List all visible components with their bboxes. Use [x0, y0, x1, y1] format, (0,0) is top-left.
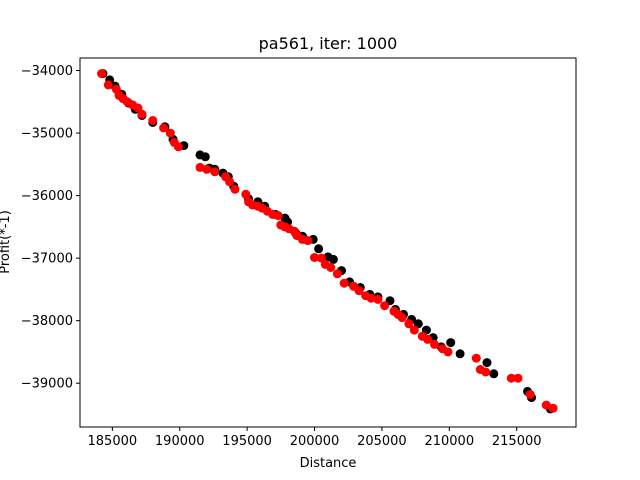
data-point-series-1-15: [202, 164, 212, 174]
y-tick-label: −39000: [21, 377, 73, 392]
y-tick-label: −34000: [21, 64, 73, 79]
x-tick-label: 210000: [424, 434, 474, 449]
data-point-series-0-12: [200, 152, 210, 162]
x-tick-label: 215000: [492, 434, 542, 449]
y-axis-label: Profit(*-1): [0, 210, 13, 274]
data-point-series-1-64: [548, 403, 558, 413]
data-point-series-1-51: [409, 325, 419, 335]
data-point-series-1-59: [481, 367, 491, 377]
data-point-series-0-46: [489, 369, 499, 379]
data-point-series-1-0: [97, 69, 107, 79]
data-point-series-1-27: [273, 211, 283, 221]
data-point-series-1-49: [397, 313, 407, 323]
data-point-series-1-46: [380, 301, 390, 311]
x-tick-label: 185000: [88, 434, 138, 449]
data-point-series-1-13: [173, 142, 183, 152]
data-point-series-1-9: [148, 116, 158, 125]
data-point-series-1-10: [159, 123, 169, 133]
data-point-series-1-8: [137, 109, 147, 119]
data-point-series-1-44: [366, 293, 376, 303]
data-point-series-1-53: [423, 334, 433, 344]
data-point-series-1-20: [241, 189, 251, 199]
data-point-series-0-27: [314, 244, 324, 254]
data-point-series-1-18: [225, 177, 235, 187]
x-tick-label: 200000: [290, 434, 340, 449]
data-point-series-1-42: [354, 286, 364, 296]
x-tick-label: 195000: [222, 434, 272, 449]
data-point-series-0-44: [455, 349, 465, 359]
y-axis-ticks: −34000 −35000 −36000 −37000 −38000 −39000: [21, 64, 80, 392]
x-axis-label: Distance: [300, 456, 357, 471]
data-point-series-1-19: [230, 184, 240, 194]
data-point-series-1-61: [513, 373, 523, 383]
y-tick-label: −36000: [21, 189, 73, 204]
data-point-series-1-40: [339, 278, 349, 288]
data-point-series-0-45: [482, 358, 492, 368]
points-layer: [97, 69, 558, 414]
data-point-series-1-60: [506, 373, 516, 383]
data-point-series-1-45: [373, 294, 383, 304]
chart-title: pa561, iter: 1000: [259, 34, 398, 53]
data-point-series-1-56: [443, 347, 453, 357]
x-tick-label: 190000: [155, 434, 205, 449]
data-point-series-1-54: [430, 339, 439, 349]
y-tick-label: −35000: [21, 127, 73, 142]
data-point-series-1-62: [525, 390, 535, 399]
data-point-series-1-35: [310, 253, 319, 262]
data-point-series-1-38: [326, 263, 336, 272]
data-point-series-1-34: [303, 236, 313, 246]
data-point-series-1-57: [471, 353, 481, 363]
y-tick-label: −38000: [21, 314, 73, 329]
y-tick-label: −37000: [21, 252, 73, 267]
plot-frame: [79, 57, 577, 428]
data-point-series-1-63: [541, 400, 551, 410]
data-point-series-1-50: [404, 319, 414, 329]
data-point-series-1-39: [332, 269, 342, 279]
data-point-series-0-43: [446, 338, 456, 348]
data-point-series-0-29: [328, 254, 338, 264]
x-tick-label: 205000: [357, 434, 407, 449]
data-point-series-1-11: [165, 128, 175, 138]
data-point-series-1-16: [210, 167, 220, 177]
x-axis-ticks: 185000 190000 195000 200000 205000 210000 2150…: [88, 427, 542, 449]
data-point-series-1-1: [103, 80, 113, 90]
